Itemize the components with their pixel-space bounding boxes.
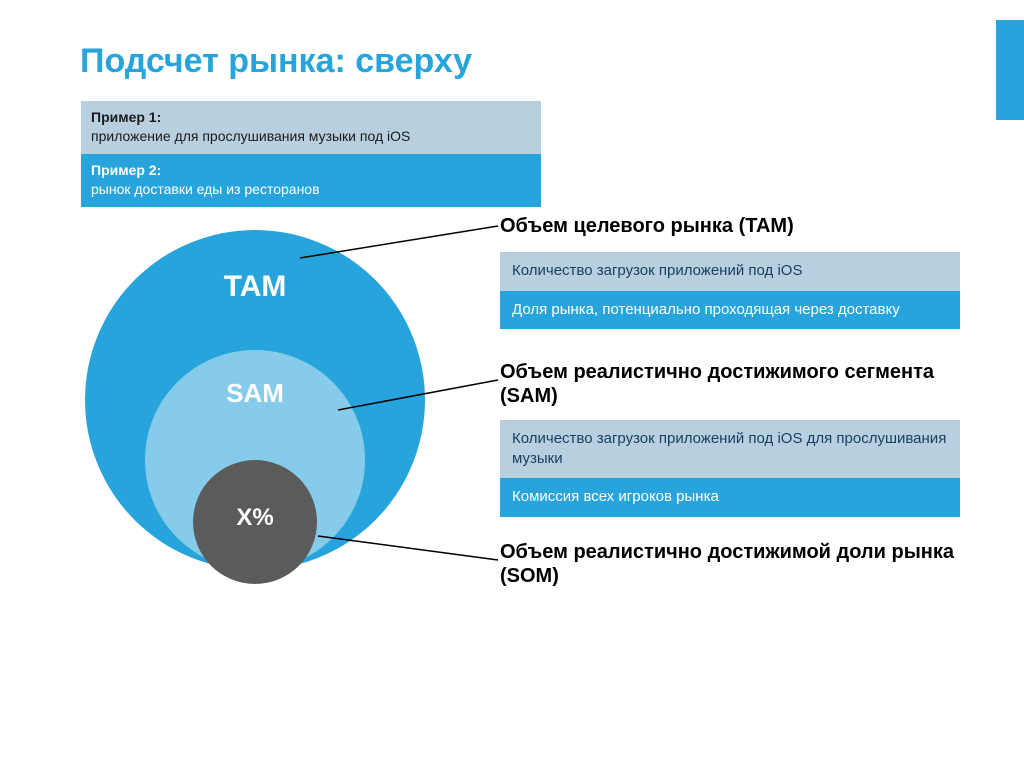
example-2-label: Пример 2: (91, 161, 531, 180)
example-1-text: приложение для прослушивания музыки под … (91, 128, 410, 144)
example-1-label: Пример 1: (91, 108, 531, 127)
som-heading: Объем реалистично достижимой доли рынка … (500, 540, 970, 588)
sam-row-1: Количество загрузок приложений под iOS д… (500, 420, 960, 478)
accent-bar (996, 20, 1024, 120)
examples-box: Пример 1: приложение для прослушивания м… (80, 100, 542, 208)
tam-heading: Объем целевого рынка (TAM) (500, 214, 970, 238)
sam-info-box: Количество загрузок приложений под iOS д… (500, 420, 960, 517)
tam-row-1: Количество загрузок приложений под iOS (500, 252, 960, 291)
tam-circle-label: TAM (85, 270, 425, 304)
example-2: Пример 2: рынок доставки еды из ресторан… (81, 154, 541, 207)
som-circle: X% (193, 460, 317, 584)
example-2-text: рынок доставки еды из ресторанов (91, 181, 320, 197)
sam-circle-label: SAM (145, 378, 365, 409)
sam-heading: Объем реалистично достижимого сегмента (… (500, 360, 970, 408)
example-1: Пример 1: приложение для прослушивания м… (81, 101, 541, 154)
tam-info-box: Количество загрузок приложений под iOS Д… (500, 252, 960, 329)
page-title: Подсчет рынка: сверху (80, 42, 472, 81)
tam-sam-som-diagram: TAM SAM X% (85, 230, 425, 570)
sam-row-2: Комиссия всех игроков рынка (500, 478, 960, 517)
tam-row-2: Доля рынка, потенциально проходящая чере… (500, 291, 960, 330)
som-circle-label: X% (193, 504, 317, 532)
